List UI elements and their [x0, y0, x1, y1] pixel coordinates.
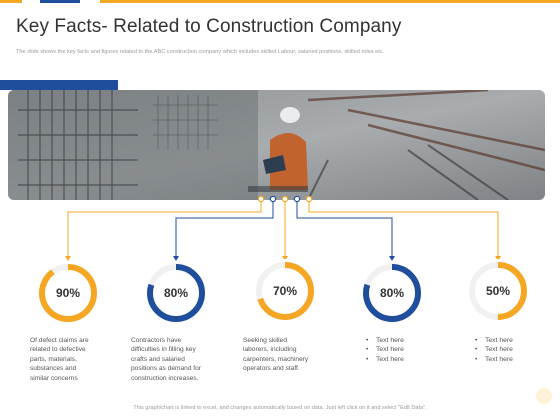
donut-ring-4 — [360, 261, 424, 325]
donut-progress-arc — [469, 262, 527, 320]
donut-progress-arc — [39, 264, 97, 322]
fact-description-2: Contractors have difficulties in filling… — [131, 337, 202, 382]
donut-ring-5 — [466, 259, 530, 323]
fact-description-3: Seeking skilled laborers, including carp… — [243, 337, 309, 373]
donut-ring-3 — [253, 259, 317, 323]
top-accent-strip — [0, 0, 560, 4]
accent-orange-segment — [0, 0, 22, 3]
list-item: Text here — [475, 355, 513, 364]
donut-ring-2 — [144, 261, 208, 325]
fact-description-1: Of defect claims are related to defectiv… — [30, 337, 89, 382]
fact-donut-4: 80% — [359, 260, 425, 326]
donut-progress-arc — [363, 264, 421, 322]
footer-note: This graph/chart is linked to excel, and… — [133, 405, 427, 411]
list-item: Text here — [366, 355, 404, 364]
donut-percent-label: 80% — [379, 286, 405, 300]
fact-donut-3: 70% — [252, 258, 318, 324]
list-item: Text here — [475, 345, 513, 354]
corner-decoration-icon — [536, 388, 552, 404]
fact-donut-1: 90% — [35, 260, 101, 326]
blue-accent-bar — [0, 80, 118, 90]
list-item: Text here — [366, 336, 404, 345]
donut-percent-label: 70% — [272, 284, 298, 298]
donut-percent-label: 50% — [485, 284, 511, 298]
construction-photo — [8, 90, 545, 200]
page-title: Key Facts- Related to Construction Compa… — [16, 16, 402, 37]
list-item: Text here — [366, 345, 404, 354]
accent-orange-line — [100, 0, 560, 3]
donut-ring-1 — [36, 261, 100, 325]
accent-blue-segment — [40, 0, 80, 3]
fact-bullets-4: Text here Text here Text here — [366, 336, 404, 364]
donut-progress-arc — [147, 264, 205, 322]
donut-percent-label: 90% — [55, 286, 81, 300]
donut-progress-arc — [256, 262, 314, 320]
fact-bullets-5: Text here Text here Text here — [475, 336, 513, 364]
page-subtitle: The slide shows the key facts and figure… — [16, 49, 385, 55]
fact-donut-5: 50% — [465, 258, 531, 324]
fact-donut-2: 80% — [143, 260, 209, 326]
list-item: Text here — [475, 336, 513, 345]
donut-percent-label: 80% — [163, 286, 189, 300]
